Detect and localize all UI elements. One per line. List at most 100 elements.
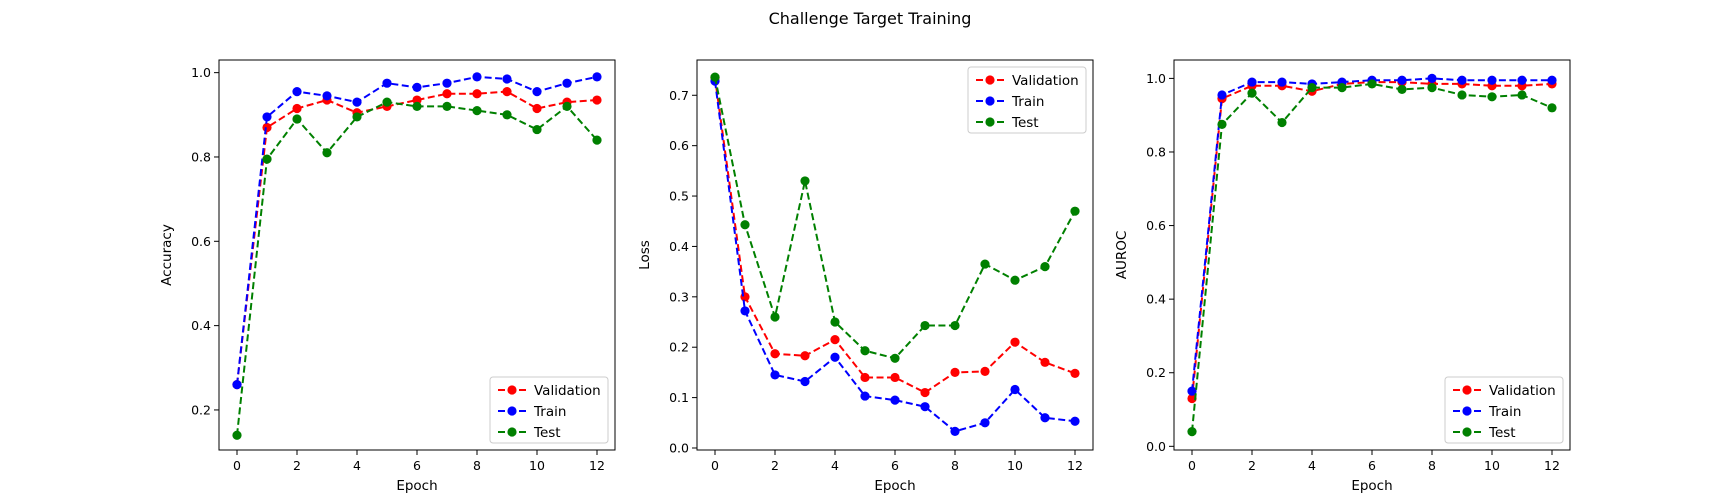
y-tick-label: 0.0: [669, 440, 689, 455]
legend-box: [967, 66, 1087, 134]
series-line-validation: [1191, 81, 1553, 399]
point-train: [740, 306, 750, 316]
point-train: [562, 78, 572, 88]
legend-marker-train: [1462, 406, 1472, 416]
series-line-validation: [236, 90, 598, 385]
point-test: [710, 72, 720, 82]
point-train: [1040, 413, 1050, 423]
x-tick-label: 10: [1484, 458, 1500, 473]
series-line-train: [1191, 77, 1552, 392]
legend-marker-test: [985, 117, 995, 127]
y-tick-label: 0.4: [1146, 292, 1166, 307]
point-validation: [1040, 357, 1050, 367]
legend: Validation Train Test: [489, 376, 609, 444]
x-tick-label: 4: [831, 458, 839, 473]
legend-label-train: Train: [1488, 404, 1521, 420]
legend-marker-validation: [507, 385, 517, 395]
point-train: [292, 87, 302, 97]
point-train: [1487, 75, 1497, 85]
x-axis-label: Epoch: [396, 478, 437, 494]
legend-label-test: Test: [533, 425, 561, 441]
legend-label-validation: Validation: [1489, 383, 1556, 399]
point-test: [1427, 82, 1437, 93]
x-tick-label: 2: [771, 458, 779, 473]
point-validation: [920, 387, 930, 398]
point-test: [562, 101, 572, 111]
point-test: [1337, 82, 1347, 93]
x-tick-label: 8: [1428, 458, 1436, 473]
point-test: [740, 220, 750, 230]
legend-box: [1444, 376, 1564, 444]
y-tick-label: 0.6: [669, 138, 689, 153]
point-test: [1247, 88, 1257, 98]
y-axis-label: AUROC: [1114, 231, 1130, 280]
x-tick-label: 0: [711, 458, 719, 473]
point-test: [322, 148, 332, 158]
point-validation: [502, 87, 512, 97]
chart-panel-loss: 0 2 4 6 8 10 12 0.0 0.1 0.2 0.3 0.4 0.5 0.6 0.7 Epoch Lo…: [637, 59, 1094, 494]
chart-panel-auroc: 0 2 4 6 8 10 12 0.0 0.2 0.4 0.6 0.8 1.0 Epoch AUROC Val…: [1114, 59, 1571, 494]
y-tick-label: 0.6: [1146, 218, 1166, 233]
point-test: [980, 259, 990, 269]
point-train: [860, 391, 870, 401]
point-train: [352, 97, 362, 107]
plot-frame: [1173, 59, 1571, 451]
point-train: [322, 91, 332, 101]
point-train: [770, 370, 780, 380]
point-test: [472, 105, 482, 116]
y-axis-label: Accuracy: [159, 224, 175, 286]
point-test: [292, 114, 302, 124]
x-tick-label: 10: [1007, 458, 1023, 473]
y-tick-label: 0.2: [1146, 365, 1166, 380]
point-test: [1367, 79, 1377, 89]
x-tick-label: 8: [473, 458, 481, 473]
y-tick-label: 0.5: [669, 189, 689, 204]
point-test: [1457, 90, 1467, 100]
y-tick-label: 0.4: [669, 239, 689, 254]
point-test: [800, 176, 810, 186]
point-train: [262, 112, 272, 122]
point-test: [1307, 82, 1317, 93]
y-tick-label: 0.8: [191, 149, 211, 164]
legend-label-train: Train: [533, 404, 566, 420]
y-tick-label: 0.8: [1146, 144, 1166, 159]
point-test: [950, 320, 960, 331]
x-axis-label: Epoch: [874, 478, 915, 494]
legend-label-test: Test: [1488, 425, 1516, 441]
point-validation: [292, 103, 302, 114]
legend-marker-test: [1462, 427, 1472, 437]
x-tick-label: 4: [1308, 458, 1316, 473]
point-test: [1187, 427, 1197, 437]
point-train: [1547, 75, 1557, 85]
point-train: [502, 74, 512, 84]
point-train: [890, 395, 900, 405]
point-train: [1217, 90, 1227, 100]
x-tick-label: 6: [1368, 458, 1376, 473]
point-test: [502, 110, 512, 120]
point-test: [232, 430, 242, 440]
x-tick-label: 12: [589, 458, 605, 473]
point-validation: [890, 372, 900, 383]
point-train: [1397, 75, 1407, 85]
point-test: [382, 97, 392, 107]
point-test: [830, 317, 840, 327]
point-validation: [800, 351, 810, 361]
legend: Validation Train Test: [967, 66, 1087, 134]
point-validation: [980, 366, 990, 376]
x-axis-label: Epoch: [1351, 478, 1392, 494]
legend-marker-test: [507, 427, 517, 437]
point-train: [442, 78, 452, 88]
point-validation: [532, 103, 542, 114]
point-test: [890, 353, 900, 363]
point-test: [262, 154, 272, 164]
point-test: [352, 112, 362, 122]
y-tick-label: 0.4: [191, 318, 211, 333]
point-validation: [442, 89, 452, 99]
x-tick-label: 0: [1188, 458, 1196, 473]
legend-label-validation: Validation: [1012, 73, 1079, 89]
point-train: [1517, 75, 1527, 85]
point-test: [1217, 119, 1227, 129]
x-tick-label: 4: [353, 458, 361, 473]
y-tick-label: 0.1: [669, 390, 689, 405]
